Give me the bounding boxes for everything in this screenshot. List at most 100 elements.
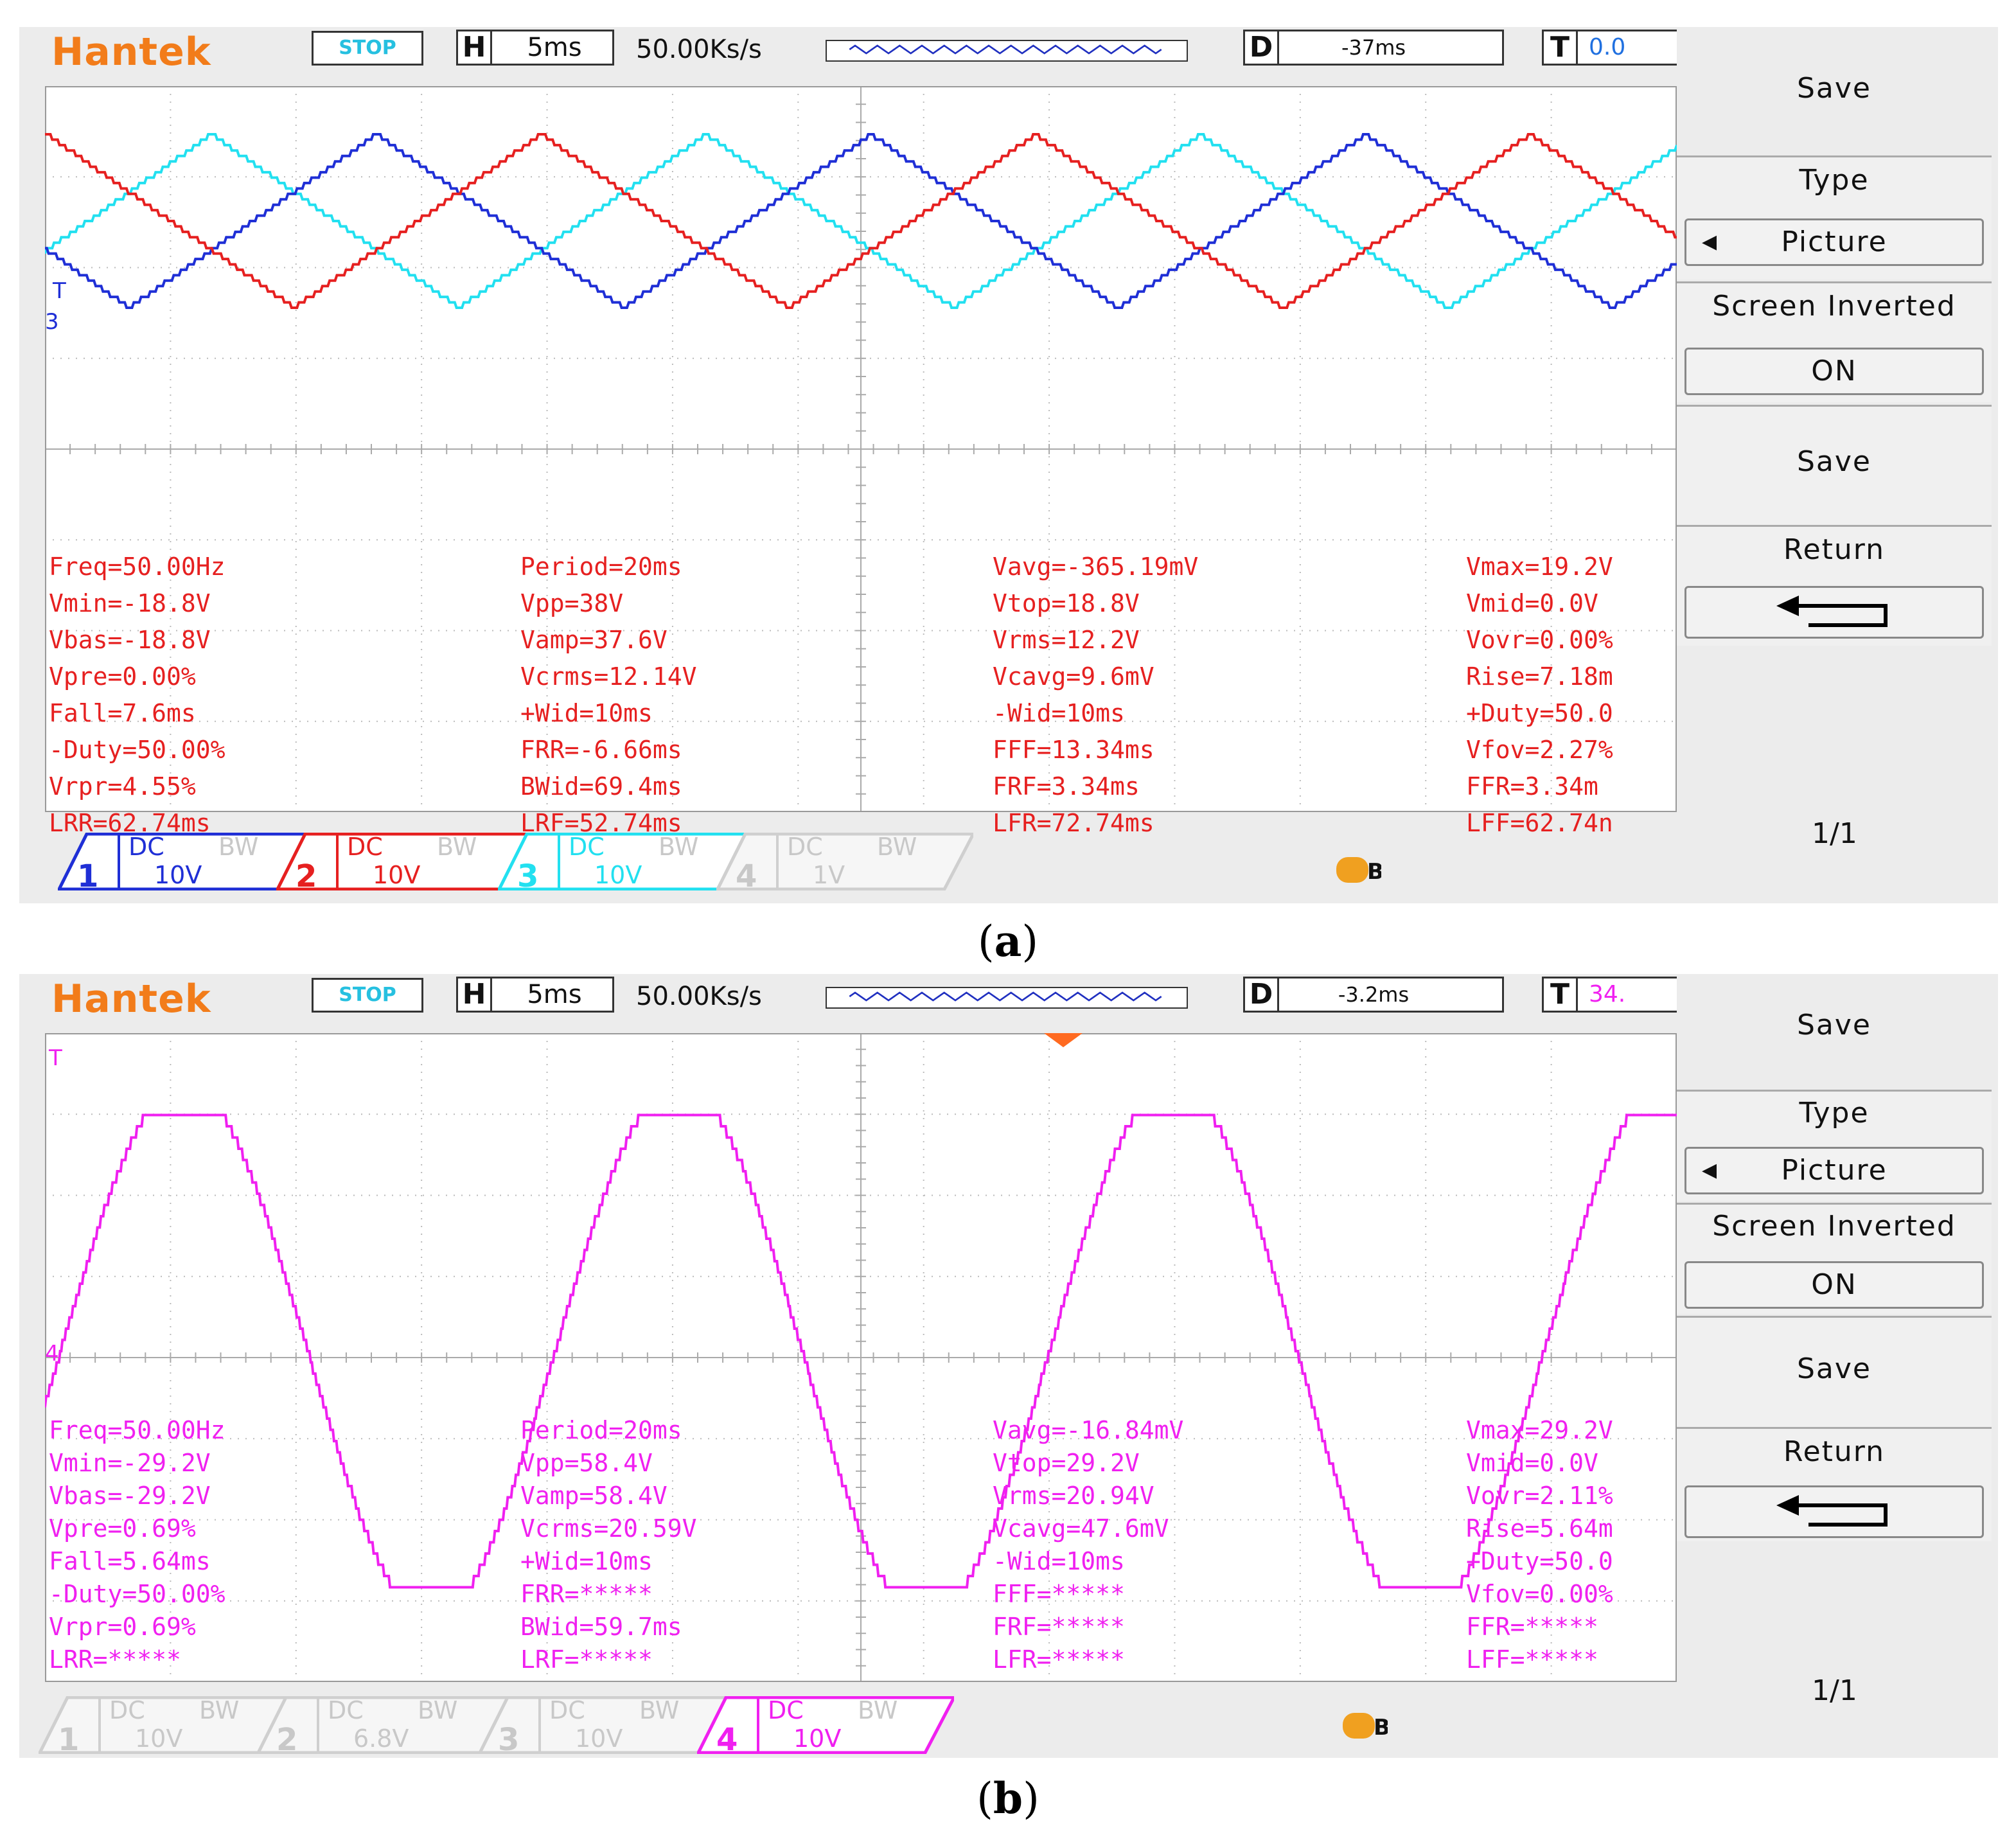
run-stop-status[interactable]: STOP	[312, 978, 423, 1013]
channel-coupling: DC	[569, 833, 605, 861]
measurement-value: Vtop=18.8V	[993, 589, 1140, 617]
measurement-value: Vpp=58.4V	[520, 1449, 653, 1477]
status-bar: Hantek STOP H 5ms 50.00Ks/s D -3.2ms T 3…	[19, 974, 1681, 1022]
channel-4-tab[interactable]: 4 DC BW 10V	[697, 1696, 954, 1758]
t-label: T	[1544, 31, 1578, 64]
channel-ground-marker: 4	[45, 1341, 59, 1367]
trigger-readout[interactable]: T 34.	[1542, 977, 1681, 1013]
channel-1-tab[interactable]: 1 DC BW 10V	[39, 1696, 296, 1758]
waveform-plot: T 3	[45, 86, 1677, 812]
waveform-display[interactable]: T 4 Freq=50.00Hz Period=20ms Vavg=-16.84mV…	[45, 1033, 1677, 1682]
menu-title: Save	[1796, 1009, 1871, 1041]
return-group[interactable]: Return	[1677, 1427, 1992, 1541]
measurement-value: -Wid=10ms	[993, 699, 1125, 727]
waveform-preview-icon	[849, 991, 1162, 1002]
return-label: Return	[1783, 533, 1885, 566]
measurement-value: Vmax=19.2V	[1466, 553, 1613, 581]
measurement-value: +Wid=10ms	[520, 1547, 653, 1575]
save-button-label: Save	[1796, 1352, 1871, 1385]
channel-number: 2	[276, 1722, 298, 1758]
delay-readout[interactable]: D -37ms	[1243, 30, 1504, 66]
channel-coupling: DC	[768, 1696, 804, 1724]
ch1-trace	[45, 133, 1677, 309]
channel-number: 2	[296, 858, 317, 894]
type-group[interactable]: Type ◀ Picture	[1677, 1090, 1992, 1201]
type-label: Type	[1799, 164, 1870, 197]
type-group[interactable]: Type ◀ Picture	[1677, 155, 1992, 279]
save-button[interactable]: Save	[1677, 405, 1992, 526]
measurement-value: Vcrms=20.59V	[520, 1514, 697, 1543]
measurement-value: Vmin=-29.2V	[49, 1449, 211, 1477]
channel-coupling: DC	[549, 1696, 585, 1724]
type-select[interactable]: ◀ Picture	[1684, 218, 1984, 266]
measurement-value: Rise=7.18m	[1466, 662, 1613, 691]
measurement-value: Vcrms=12.14V	[520, 662, 697, 691]
return-button[interactable]	[1684, 1485, 1984, 1538]
ch2-trace	[45, 133, 1677, 309]
type-value: Picture	[1781, 1154, 1888, 1187]
measurement-value: BWid=69.4ms	[520, 772, 682, 801]
horizontal-scale[interactable]: H 5ms	[456, 977, 614, 1013]
return-button[interactable]	[1684, 586, 1984, 639]
channel-4-tab[interactable]: 4 DC BW 1V	[716, 833, 973, 894]
channel-volts-div: 10V	[575, 1724, 623, 1753]
return-label: Return	[1783, 1435, 1885, 1468]
channel-2-tab[interactable]: 2 DC BW 10V	[276, 833, 533, 894]
save-button[interactable]: Save	[1677, 1316, 1992, 1427]
return-arrow-icon	[1776, 1495, 1888, 1527]
measurement-value: Vmid=0.0V	[1466, 589, 1598, 617]
measurement-value: FFR=3.34m	[1466, 772, 1598, 801]
channel-2-tab[interactable]: 2 DC BW 6.8V	[257, 1696, 514, 1758]
measurement-value: LRR=*****	[49, 1645, 181, 1674]
delay-readout[interactable]: D -3.2ms	[1243, 977, 1504, 1013]
type-select[interactable]: ◀ Picture	[1684, 1147, 1984, 1194]
measurement-value: Vpre=0.00%	[49, 662, 196, 691]
channel-coupling: DC	[328, 1696, 364, 1724]
measurement-value: LRF=*****	[520, 1645, 653, 1674]
measurement-value: +Duty=50.0	[1466, 1547, 1613, 1575]
inverted-value[interactable]: ON	[1684, 1261, 1984, 1309]
traces	[45, 1113, 1677, 1589]
channel-coupling: DC	[128, 833, 164, 861]
measurement-value: FRF=3.34ms	[993, 772, 1140, 801]
measurement-value: Vfov=0.00%	[1466, 1580, 1613, 1608]
trigger-position-strip	[826, 40, 1188, 62]
d-label: D	[1245, 979, 1279, 1011]
t-value: 34.	[1589, 981, 1626, 1007]
horizontal-scale[interactable]: H 5ms	[456, 30, 614, 66]
left-arrow-icon: ◀	[1702, 1159, 1719, 1182]
caption-b: (b)	[977, 1773, 1039, 1823]
measurement-value: FFF=*****	[993, 1580, 1125, 1608]
inverted-value[interactable]: ON	[1684, 348, 1984, 395]
measurement-value: Vamp=58.4V	[520, 1482, 668, 1510]
h-label: H	[458, 31, 492, 64]
inverted-label: Screen Inverted	[1712, 1210, 1956, 1243]
page-number: 1/1	[1812, 817, 1857, 850]
channel-3-tab[interactable]: 3 DC BW 10V	[479, 1696, 736, 1758]
measurement-value: +Duty=50.0	[1466, 699, 1613, 727]
measurement-value: Vavg=-365.19mV	[993, 553, 1199, 581]
measurement-value: Fall=7.6ms	[49, 699, 196, 727]
measurement-value: Vrms=20.94V	[993, 1482, 1154, 1510]
measurement-value: Freq=50.00Hz	[49, 553, 225, 581]
measurement-value: LFR=*****	[993, 1645, 1125, 1674]
measurement-value: Vmin=-18.8V	[49, 589, 211, 617]
channel-1-tab[interactable]: 1 DC BW 10V	[58, 833, 315, 894]
channel-3-tab[interactable]: 3 DC BW 10V	[498, 833, 755, 894]
ch3-trace	[45, 133, 1677, 309]
caption-letter: b	[993, 1773, 1023, 1823]
measurement-value: Fall=5.64ms	[49, 1547, 211, 1575]
trigger-readout[interactable]: T 0.0	[1542, 30, 1681, 66]
waveform-display[interactable]: T 3 Freq=50.00Hz Period=20ms Vavg=-365.19m…	[45, 86, 1677, 837]
channel-bw-limit: BW	[418, 1696, 458, 1724]
graticule	[45, 1033, 1677, 1682]
run-stop-status[interactable]: STOP	[312, 31, 423, 66]
return-group[interactable]: Return	[1677, 525, 1992, 646]
channel-volts-div: 10V	[793, 1724, 842, 1753]
channel-volts-div: 10V	[594, 861, 642, 889]
channel-bw-limit: BW	[877, 833, 917, 861]
usb-icon: B	[1336, 857, 1384, 885]
inverted-group[interactable]: Screen Inverted ON	[1677, 281, 1992, 402]
return-arrow-icon	[1776, 596, 1888, 627]
inverted-group[interactable]: Screen Inverted ON	[1677, 1203, 1992, 1314]
